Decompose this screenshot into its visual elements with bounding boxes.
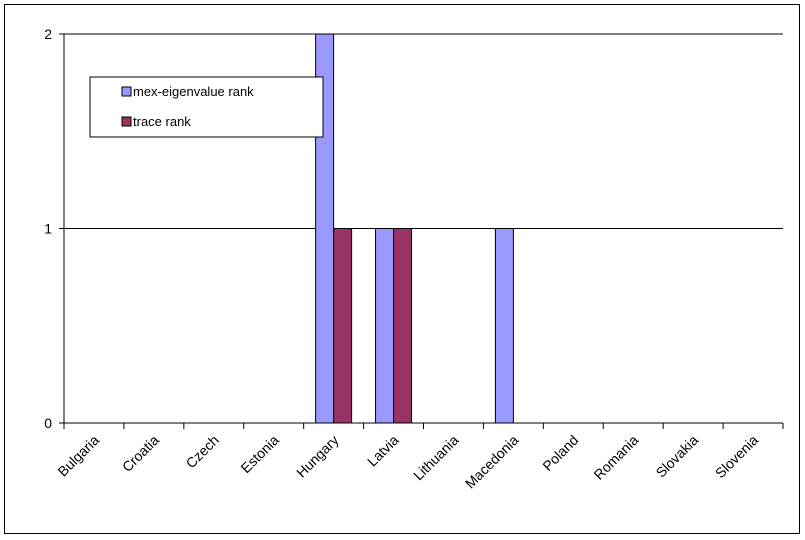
bar-latvia-series-1 [393, 228, 413, 424]
y-tick-labels: 0 1 2 [44, 26, 52, 431]
y-tick-label: 1 [44, 221, 52, 237]
legend-swatch-mex-eigenvalue [121, 86, 132, 97]
gridlines [64, 33, 783, 229]
x-tick-label-slovakia: Slovakia [653, 432, 702, 481]
x-tick-label-romania: Romania [590, 432, 641, 483]
legend: mex-eigenvalue rank trace rank [89, 76, 324, 138]
y-tick-label: 2 [44, 26, 52, 42]
y-tick-label: 0 [44, 415, 52, 431]
x-tick-labels: Bulgaria Croatia Czech Estonia Hungary Latvia… [54, 432, 761, 492]
bar-latvia-series-0 [375, 228, 395, 424]
bar-hungary-series-1 [333, 228, 353, 424]
x-tick-label-estonia: Estonia [237, 432, 281, 476]
legend-label-mex-eigenvalue: mex-eigenvalue rank [133, 84, 254, 99]
x-tick-label-hungary: Hungary [293, 432, 342, 481]
x-tick-label-croatia: Croatia [119, 432, 162, 475]
legend-label-trace: trace rank [133, 114, 191, 129]
x-tick-label-czech: Czech [183, 432, 222, 471]
bars [315, 33, 514, 424]
bar-macedonia-series-0 [494, 228, 514, 424]
x-tick-label-latvia: Latvia [364, 432, 402, 470]
x-tick-label-slovenia: Slovenia [712, 432, 761, 481]
x-tick-label-bulgaria: Bulgaria [54, 432, 102, 480]
x-tick-label-poland: Poland [539, 432, 581, 474]
axes [59, 33, 784, 429]
x-tick-label-lithuania: Lithuania [410, 432, 462, 484]
legend-swatch-trace [121, 116, 132, 127]
x-tick-label-macedonia: Macedonia [462, 432, 522, 492]
